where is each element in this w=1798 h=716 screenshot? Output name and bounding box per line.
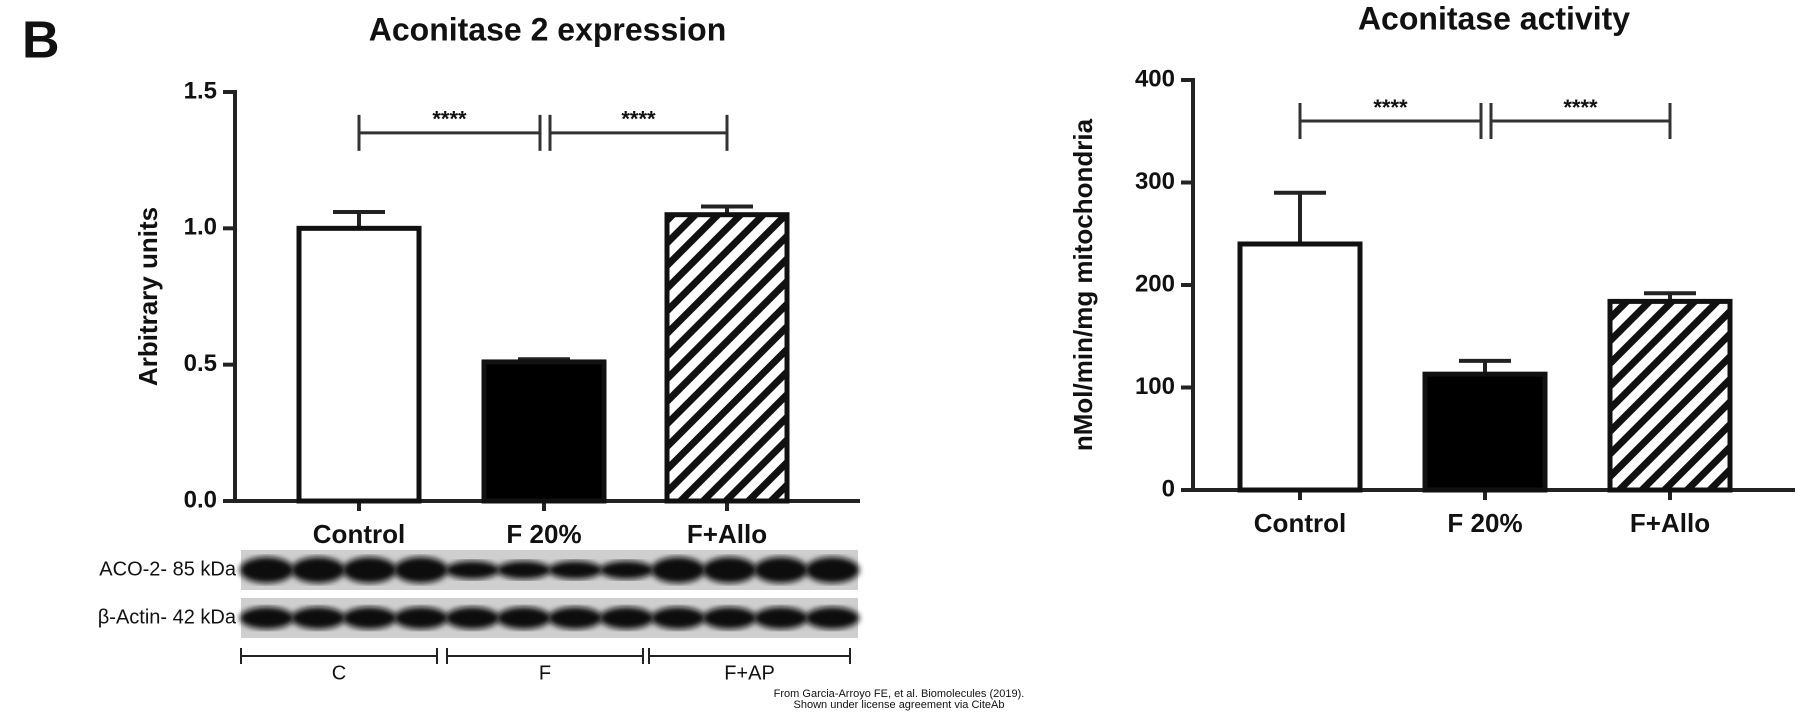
- bar: [1607, 298, 1733, 493]
- blot-band: [753, 557, 808, 583]
- blot-band: [445, 561, 500, 579]
- blot-band: [445, 607, 500, 629]
- x-tick-label: F+Allo: [1630, 508, 1710, 538]
- credit: Shown under license agreement via CiteAb: [794, 699, 1005, 711]
- bar: [481, 359, 607, 504]
- blot-row-label: β-Actin- 42 kDa: [98, 606, 237, 628]
- x-tick-label: F+Allo: [687, 519, 767, 549]
- panel-label: B: [22, 12, 60, 70]
- blot-band: [291, 557, 346, 583]
- blot-band: [651, 607, 706, 629]
- blot-band: [239, 607, 294, 629]
- western-blot: ACO-2- 85 kDa β-Actin- 42 kDa C F F+AP: [98, 550, 860, 684]
- blot-band: [291, 607, 346, 629]
- significance-label: ****: [621, 107, 656, 132]
- x-tick-label: F 20%: [1447, 508, 1522, 538]
- y-tick-label: 0.0: [184, 486, 217, 513]
- blot-group-label: C: [332, 662, 346, 684]
- significance-label: ****: [1563, 95, 1598, 120]
- y-axis-label: nMol/min/mg mitochondria: [1068, 118, 1098, 451]
- y-tick-label: 300: [1135, 168, 1175, 195]
- significance-bracket: [1298, 103, 1483, 139]
- significance-bracket: [1489, 103, 1672, 139]
- blot-band: [342, 607, 397, 629]
- significance-label: ****: [1373, 95, 1408, 120]
- blot-band: [548, 561, 603, 579]
- blot-band: [393, 557, 448, 583]
- chart-title: Aconitase activity: [1358, 0, 1630, 36]
- y-tick-label: 200: [1135, 270, 1175, 297]
- blot-group-label: F+AP: [724, 662, 775, 684]
- blot-band: [702, 607, 757, 629]
- blot-band: [599, 561, 654, 579]
- blot-band: [805, 607, 860, 629]
- y-tick-label: 0: [1162, 475, 1175, 502]
- bar: [296, 225, 422, 504]
- y-tick-label: 0.5: [184, 350, 217, 377]
- blot-band: [496, 561, 551, 579]
- blot-band: [496, 607, 551, 629]
- blot-row-label: ACO-2- 85 kDa: [99, 558, 237, 580]
- bar: [1237, 241, 1363, 493]
- y-tick-label: 400: [1135, 65, 1175, 92]
- blot-group-bracket: [240, 648, 438, 664]
- y-tick-label: 1.0: [184, 214, 217, 241]
- bar: [664, 212, 790, 504]
- x-tick-label: Control: [313, 519, 405, 549]
- significance-label: ****: [432, 107, 467, 132]
- x-tick-label: F 20%: [506, 519, 581, 549]
- blot-band: [548, 607, 603, 629]
- credit: From Garcia-Arroyo FE, et al. Biomolecul…: [774, 688, 1025, 700]
- significance-bracket: [357, 114, 542, 151]
- blot-band: [805, 557, 860, 583]
- x-tick-label: Control: [1254, 508, 1346, 538]
- blot-band: [651, 557, 706, 583]
- y-tick-label: 1.5: [184, 77, 217, 104]
- blot-band: [599, 607, 654, 629]
- blot-band: [753, 607, 808, 629]
- blot-band: [393, 607, 448, 629]
- y-tick-label: 100: [1135, 373, 1175, 400]
- blot-group-bracket: [446, 648, 644, 664]
- blot-group-label: F: [539, 662, 551, 684]
- blot-band: [342, 557, 397, 583]
- y-axis-label: Arbitrary units: [133, 207, 163, 386]
- bar: [1422, 371, 1548, 493]
- significance-bracket: [548, 114, 729, 151]
- blot-band: [239, 557, 294, 583]
- chart-title: Aconitase 2 expression: [369, 11, 726, 47]
- blot-band: [702, 557, 757, 583]
- blot-group-bracket: [648, 648, 851, 664]
